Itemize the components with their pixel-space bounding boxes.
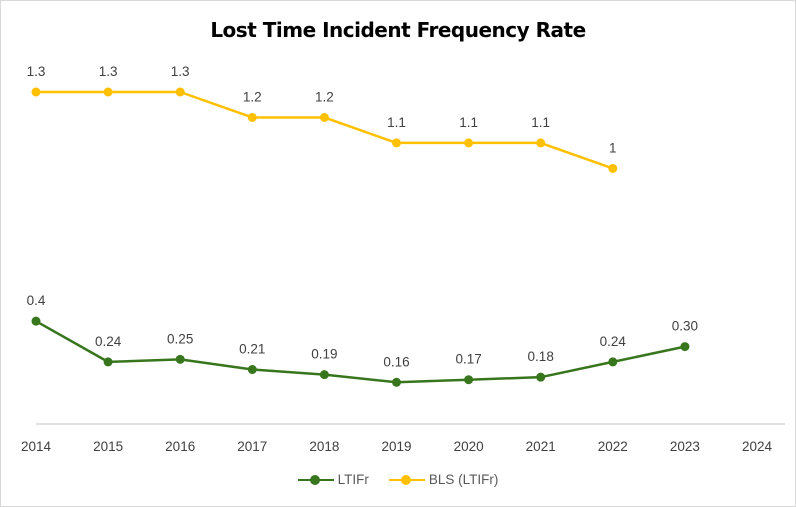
data-point [103, 87, 113, 97]
data-label: 1.3 [27, 64, 46, 79]
data-point [392, 138, 401, 148]
legend-marker-bls [388, 474, 425, 486]
x-tick-label: 2018 [309, 439, 339, 454]
data-label: 0.25 [167, 331, 193, 346]
x-tick-label: 2015 [93, 439, 123, 454]
data-point [175, 354, 185, 364]
legend-item-ltifr[interactable]: LTIFr [297, 472, 369, 487]
x-tick-label: 2021 [526, 439, 556, 454]
x-tick-label: 2020 [454, 439, 484, 454]
series-line-0 [35, 320, 686, 384]
legend-label-bls: BLS (LTIFr) [428, 472, 499, 487]
data-label: 1.2 [243, 89, 262, 104]
chart-title: Lost Time Incident Frequency Rate [210, 18, 586, 42]
data-point [247, 112, 257, 122]
x-tick-label: 2023 [670, 439, 700, 454]
data-point [319, 370, 329, 380]
data-point [392, 377, 401, 387]
x-tick-label: 2024 [742, 439, 773, 454]
data-point [536, 372, 546, 382]
data-point [536, 138, 546, 148]
data-point [31, 316, 41, 326]
x-tick-label: 2014 [21, 439, 52, 454]
data-label: 1.3 [171, 64, 190, 79]
x-tick-label: 2016 [165, 439, 195, 454]
data-point [680, 342, 690, 352]
legend-marker-ltifr [297, 474, 334, 486]
data-label: 1.1 [459, 115, 478, 130]
data-label: 0.24 [95, 334, 122, 349]
data-point [319, 112, 329, 122]
data-label: 0.18 [528, 349, 554, 364]
data-point [247, 365, 257, 375]
data-label: 1.1 [387, 115, 406, 130]
data-point [31, 87, 41, 97]
data-label: 0.19 [311, 347, 337, 362]
data-label: 0.21 [239, 342, 265, 357]
x-tick-label: 2017 [237, 439, 267, 454]
data-point [464, 375, 474, 385]
data-point [608, 357, 618, 367]
data-label: 0.17 [455, 352, 481, 367]
data-point [608, 163, 618, 173]
x-tick-label: 2019 [381, 439, 411, 454]
x-tick-label: 2022 [598, 439, 628, 454]
data-label: 0.16 [383, 354, 409, 369]
data-label: 0.4 [27, 293, 46, 308]
legend-label-ltifr: LTIFr [337, 472, 369, 487]
data-label: 1.2 [315, 89, 334, 104]
data-label: 0.24 [600, 334, 627, 349]
data-label: 0.30 [672, 319, 698, 334]
data-point [464, 138, 474, 148]
data-point [103, 357, 113, 367]
data-label: 1.3 [99, 64, 118, 79]
data-label: 1 [609, 140, 617, 155]
data-point [175, 87, 185, 97]
data-label: 1.1 [531, 115, 550, 130]
legend: LTIFr BLS (LTIFr) [0, 472, 796, 487]
legend-item-bls[interactable]: BLS (LTIFr) [388, 472, 499, 487]
